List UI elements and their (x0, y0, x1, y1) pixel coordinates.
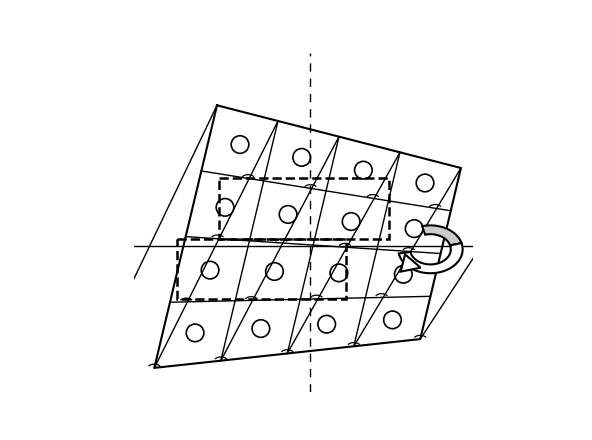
Polygon shape (399, 243, 462, 273)
Polygon shape (401, 254, 420, 271)
Polygon shape (422, 225, 462, 246)
